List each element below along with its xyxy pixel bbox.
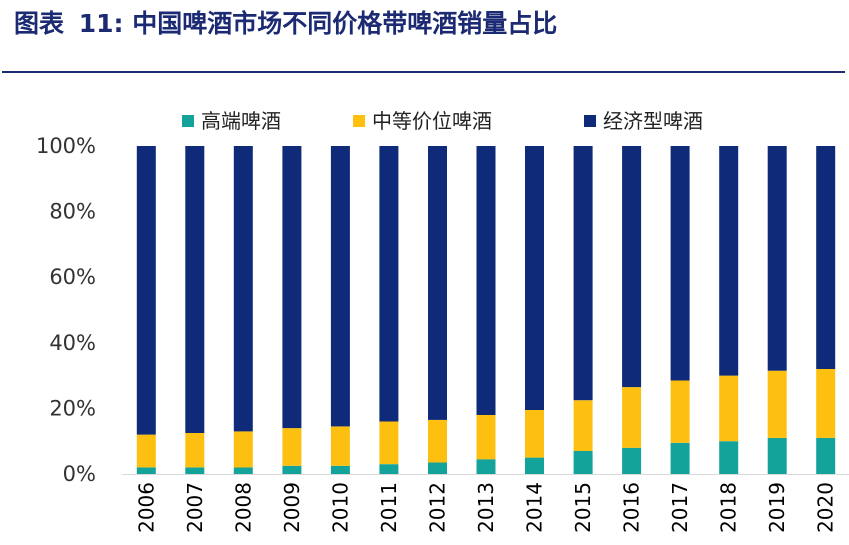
bar-segment-mid-price bbox=[428, 419, 447, 463]
x-tick-label: 2011 bbox=[377, 482, 401, 533]
bar-segment-economy bbox=[185, 146, 205, 433]
bar-segment-mid-price bbox=[233, 431, 253, 468]
x-tick-label: 2017 bbox=[668, 482, 692, 533]
bar-segment-economy bbox=[282, 146, 302, 429]
bar-segment-economy bbox=[379, 146, 399, 422]
bar-segment-economy bbox=[330, 146, 350, 427]
bar-segment-economy bbox=[136, 146, 156, 435]
bar-segment-high-end bbox=[525, 457, 544, 474]
x-tick-label: 2010 bbox=[328, 482, 352, 533]
bar-segment-mid-price bbox=[622, 387, 642, 448]
bar-segment-economy bbox=[816, 146, 836, 369]
bar-segment-economy bbox=[719, 146, 739, 376]
bar-segment-high-end bbox=[476, 459, 496, 474]
bar-segment-mid-price bbox=[476, 415, 496, 460]
x-tick-label: 2018 bbox=[717, 482, 741, 533]
bar-segment-high-end bbox=[622, 447, 642, 474]
bar-segment-economy bbox=[767, 146, 787, 371]
x-tick-label: 2007 bbox=[183, 482, 207, 533]
legend: 高端啤酒 中等价位啤酒 经济型啤酒 bbox=[182, 109, 703, 133]
x-tick-label: 2016 bbox=[620, 482, 644, 533]
x-tick-label: 2020 bbox=[814, 482, 838, 533]
bar-segment-mid-price bbox=[525, 410, 544, 458]
bar-segment-mid-price bbox=[767, 370, 787, 438]
bar-segment-economy bbox=[622, 146, 642, 388]
bar-segment-high-end bbox=[233, 467, 253, 474]
title-rule bbox=[2, 71, 845, 73]
bar-segment-economy bbox=[428, 146, 447, 420]
y-tick-label: 0% bbox=[63, 462, 96, 486]
figure-separator: : bbox=[113, 9, 124, 38]
bar-segment-mid-price bbox=[670, 380, 690, 443]
y-tick-label: 40% bbox=[49, 331, 96, 355]
legend-label: 中等价位啤酒 bbox=[372, 109, 492, 133]
figure-caption: 中国啤酒市场不同价格带啤酒销量占比 bbox=[132, 9, 558, 38]
bar-segment-mid-price bbox=[573, 400, 593, 451]
bar-segment-high-end bbox=[573, 451, 593, 474]
x-tick-label: 2009 bbox=[280, 482, 304, 533]
legend-swatch bbox=[182, 115, 194, 127]
bar-segment-high-end bbox=[330, 465, 350, 474]
bar-segment-high-end bbox=[719, 441, 739, 474]
bar-segment-mid-price bbox=[282, 428, 302, 466]
x-tick-label: 2008 bbox=[231, 482, 255, 533]
figure-number: 11 bbox=[78, 9, 114, 38]
legend-swatch bbox=[584, 115, 596, 127]
bar-segment-high-end bbox=[428, 462, 447, 474]
bar-segment-mid-price bbox=[330, 426, 350, 466]
bar-segment-mid-price bbox=[816, 369, 836, 438]
legend-label: 高端啤酒 bbox=[201, 109, 281, 133]
bar-segment-high-end bbox=[379, 464, 399, 474]
y-tick-label: 60% bbox=[49, 265, 96, 289]
bar-segment-economy bbox=[525, 146, 544, 410]
bar-segment-high-end bbox=[767, 437, 787, 474]
bar-segment-mid-price bbox=[185, 433, 205, 468]
y-tick-label: 80% bbox=[49, 200, 96, 224]
legend-swatch bbox=[353, 115, 365, 127]
bar-segment-economy bbox=[670, 146, 690, 381]
bar-segment-mid-price bbox=[719, 375, 739, 442]
x-tick-label: 2006 bbox=[134, 482, 158, 533]
legend-label: 经济型啤酒 bbox=[603, 109, 703, 133]
bar-segment-high-end bbox=[185, 467, 205, 474]
y-axis: 0% 20% 40% 60% 80% 100% bbox=[36, 134, 96, 486]
figure-title: 图表 11: 中国啤酒市场不同价格带啤酒销量占比 bbox=[14, 4, 557, 44]
bar-segment-mid-price bbox=[136, 434, 156, 468]
bar-segment-high-end bbox=[282, 465, 302, 474]
x-tick-label: 2012 bbox=[425, 482, 449, 533]
bar-segment-mid-price bbox=[379, 421, 399, 465]
bar-segment-economy bbox=[476, 146, 496, 415]
x-tick-label: 2015 bbox=[571, 482, 595, 533]
bar-segment-high-end bbox=[816, 437, 836, 474]
y-tick-label: 20% bbox=[49, 396, 96, 420]
figure-label: 图表 bbox=[14, 9, 65, 38]
x-tick-label: 2014 bbox=[523, 482, 547, 533]
bar-segment-high-end bbox=[670, 442, 690, 474]
bar-segment-high-end bbox=[136, 467, 156, 474]
y-tick-label: 100% bbox=[36, 134, 96, 158]
bar-segment-economy bbox=[573, 146, 593, 401]
x-tick-label: 2019 bbox=[765, 482, 789, 533]
x-axis: 2006 2007 2008 2009 2010 2011 2012 2013 2014 2015… bbox=[122, 474, 849, 533]
bar-segment-economy bbox=[233, 146, 253, 432]
x-tick-label: 2013 bbox=[474, 482, 498, 533]
bars bbox=[136, 146, 836, 474]
